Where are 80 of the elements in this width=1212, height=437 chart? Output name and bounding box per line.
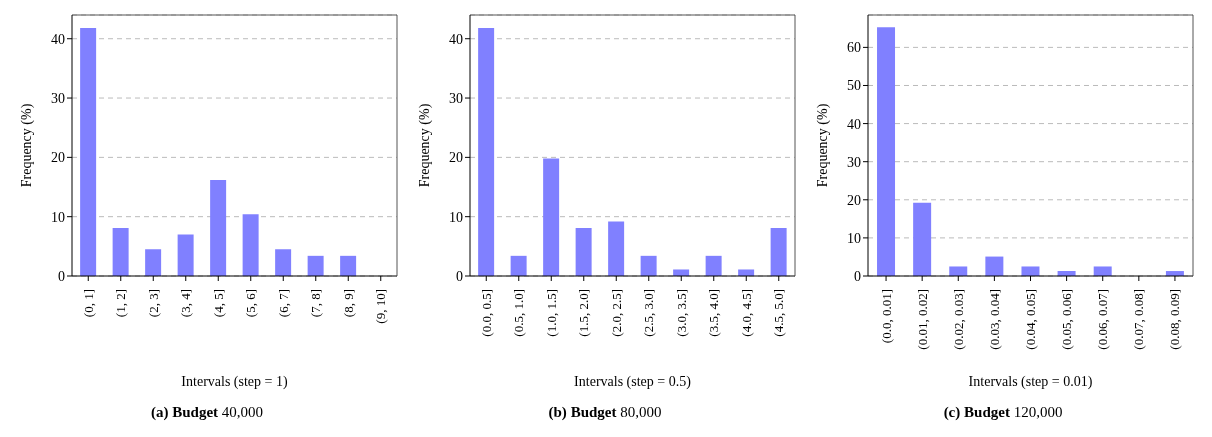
y-axis-title: Frequency (%): [18, 103, 35, 188]
y-tick-label: 0: [456, 268, 463, 284]
x-tick-label: (6, 7]: [275, 289, 291, 318]
x-tick-label: (0.03, 0.04]: [986, 289, 1002, 350]
y-tick-label: 0: [58, 268, 65, 284]
x-tick-label: (0.02, 0.03]: [950, 289, 966, 350]
x-tick-label: (8, 9]: [340, 289, 356, 318]
y-tick-label: 20: [847, 192, 861, 208]
x-tick-label: (0.08, 0.09]: [1167, 289, 1183, 350]
y-axis-title: Frequency (%): [814, 103, 831, 188]
x-tick-label: (0.06, 0.07]: [1095, 289, 1111, 350]
y-tick-label: 40: [449, 31, 463, 47]
bar: [738, 269, 755, 276]
x-tick-label: (1, 2]: [113, 289, 129, 318]
y-tick-label: 20: [449, 150, 463, 166]
x-tick-label: (5, 6]: [243, 289, 259, 318]
x-tick-label: (9, 10]: [373, 289, 389, 324]
bar: [177, 234, 194, 276]
y-tick-label: 60: [847, 40, 861, 56]
x-tick-label: (3.0, 3.5]: [673, 289, 689, 337]
y-tick-label: 30: [449, 91, 463, 107]
bar: [1021, 266, 1040, 276]
y-tick-label: 10: [51, 209, 65, 225]
x-tick-label: (1.5, 2.0]: [576, 289, 592, 337]
x-tick-label: (0.01, 0.02]: [914, 289, 930, 350]
x-tick-label: (0.04, 0.05]: [1023, 289, 1038, 350]
bar: [985, 256, 1004, 276]
y-tick-label: 40: [847, 116, 861, 132]
y-tick-label: 10: [847, 230, 861, 246]
text: (a) Budget 40,000: [150, 404, 264, 420]
y-tick-label: 40: [51, 31, 65, 47]
x-tick-label: (2.0, 2.5]: [608, 289, 624, 337]
x-tick-label: (3.5, 4.0]: [706, 289, 722, 337]
y-tick-label: 20: [51, 150, 65, 166]
bar: [307, 255, 324, 276]
x-tick-label: (7, 8]: [308, 289, 324, 318]
x-tick-label: (0.0, 0.5]: [478, 289, 494, 337]
bar: [705, 255, 722, 276]
bar: [543, 158, 560, 276]
bar: [242, 214, 259, 276]
y-tick-label: 30: [51, 91, 65, 107]
text: (c) Budget 120,000: [943, 404, 1063, 420]
x-axis-title: Intervals (step = 0.5): [574, 374, 692, 390]
x-tick-label: (0.0, 0.01]: [878, 289, 894, 344]
x-tick-label: (4.0, 4.5]: [738, 289, 754, 337]
x-tick-label: (0.05, 0.06]: [1059, 289, 1075, 350]
x-tick-label: (0.07, 0.08]: [1131, 289, 1147, 350]
bar: [673, 269, 690, 276]
x-tick-label: (2, 3]: [145, 289, 161, 318]
bar: [112, 227, 129, 276]
x-tick-label: (4.5, 5.0]: [771, 289, 787, 337]
bar: [640, 255, 657, 276]
bar: [210, 179, 227, 276]
x-tick-label: (0.5, 1.0]: [511, 289, 527, 337]
y-tick-label: 0: [854, 268, 861, 284]
bar: [80, 28, 97, 276]
bar: [1093, 266, 1112, 276]
bar: [608, 221, 625, 276]
bar: [770, 227, 787, 276]
y-tick-label: 30: [847, 154, 861, 170]
x-axis-title: Intervals (step = 0.01): [968, 374, 1093, 390]
bar: [949, 266, 968, 276]
bar: [877, 27, 896, 276]
bar: [145, 249, 162, 276]
x-tick-label: (3, 4]: [178, 289, 194, 318]
y-axis-title: Frequency (%): [416, 103, 433, 188]
text: (b) Budget 80,000: [548, 404, 662, 420]
bar: [340, 255, 357, 276]
x-tick-label: (4, 5]: [210, 289, 226, 318]
bar: [275, 249, 292, 276]
x-tick-label: (1.0, 1.5]: [543, 289, 559, 337]
bar: [913, 202, 932, 276]
x-axis-title: Intervals (step = 1): [181, 374, 288, 390]
y-tick-label: 50: [847, 78, 861, 94]
x-tick-label: (2.5, 3.0]: [641, 289, 657, 337]
bar: [510, 255, 527, 276]
bar: [575, 227, 592, 276]
y-tick-label: 10: [449, 209, 463, 225]
bar: [478, 28, 495, 276]
x-tick-label: (0, 1]: [80, 289, 96, 318]
